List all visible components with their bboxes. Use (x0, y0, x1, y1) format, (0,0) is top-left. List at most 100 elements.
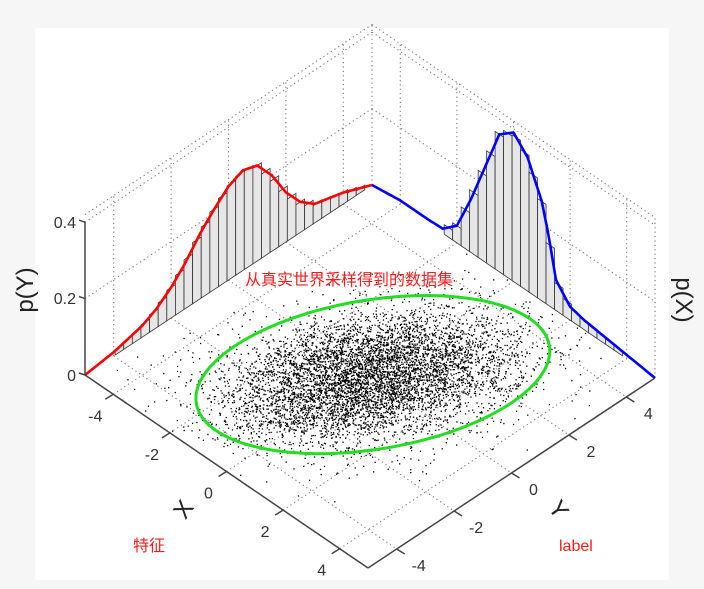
scatter-point (394, 387, 396, 390)
scatter-point (471, 335, 473, 337)
scatter-point (404, 367, 406, 369)
scatter-point (454, 383, 457, 385)
scatter-point (406, 347, 408, 349)
scatter-point (386, 367, 388, 369)
scatter-point (397, 388, 399, 390)
scatter-point (288, 374, 290, 376)
scatter-point (521, 380, 523, 383)
scatter-point (315, 407, 317, 409)
scatter-point (401, 401, 403, 403)
scatter-point (298, 354, 300, 357)
scatter-point (245, 411, 248, 413)
scatter-point (337, 350, 340, 352)
scatter-point (433, 304, 435, 306)
scatter-point (491, 358, 493, 361)
scatter-point (325, 355, 327, 358)
scatter-point (303, 329, 305, 331)
scatter-point (429, 390, 431, 392)
scatter-point (402, 375, 404, 377)
scatter-point (439, 370, 441, 372)
scatter-point (318, 363, 320, 366)
scatter-point (356, 403, 358, 405)
scatter-point (365, 316, 367, 318)
scatter-point (217, 387, 219, 389)
scatter-point (375, 359, 377, 361)
scatter-point (469, 347, 471, 349)
scatter-point (379, 335, 381, 337)
scatter-point (378, 396, 380, 398)
scatter-point (412, 370, 414, 373)
scatter-point (304, 350, 307, 352)
scatter-point (393, 384, 395, 387)
scatter-point (362, 347, 365, 350)
scatter-point (331, 385, 333, 387)
scatter-point (325, 385, 327, 387)
scatter-point (389, 397, 391, 399)
scatter-point (423, 361, 425, 363)
scatter-point (387, 359, 389, 361)
scatter-point (333, 346, 335, 348)
scatter-point (479, 296, 482, 299)
scatter-point (474, 346, 476, 348)
scatter-point (310, 394, 312, 397)
scatter-point (304, 406, 306, 409)
scatter-point (435, 396, 438, 398)
scatter-point (299, 410, 302, 412)
scatter-point (476, 425, 478, 427)
scatter-point (293, 419, 295, 422)
scatter-point (495, 385, 497, 387)
scatter-point (548, 403, 551, 406)
scatter-point (331, 405, 333, 407)
scatter-point (386, 396, 388, 399)
scatter-point (267, 408, 269, 410)
scatter-point (317, 390, 319, 392)
scatter-point (554, 351, 557, 353)
scatter-point (362, 339, 364, 341)
scatter-point (307, 407, 309, 409)
scatter-point (445, 344, 447, 347)
histogram-bar-y (269, 174, 280, 254)
scatter-point (357, 354, 360, 357)
scatter-point (443, 385, 445, 387)
scatter-point (441, 359, 443, 361)
scatter-point (251, 363, 253, 365)
scatter-point (290, 381, 292, 383)
scatter-point (369, 394, 372, 397)
scatter-point (386, 371, 389, 373)
scatter-point (376, 340, 378, 342)
scatter-point (365, 342, 368, 344)
scatter-point (313, 368, 315, 370)
scatter-point (300, 385, 302, 387)
scatter-point (366, 405, 368, 407)
scatter-point (320, 390, 322, 393)
scatter-point (248, 382, 250, 384)
floor-gridline (112, 203, 401, 395)
scatter-point (433, 368, 436, 370)
scatter-point (289, 363, 291, 365)
scatter-point (319, 342, 321, 345)
scatter-point (339, 385, 342, 387)
scatter-point (300, 334, 302, 336)
scatter-point (391, 309, 393, 311)
scatter-point (405, 366, 408, 368)
scatter-point (332, 422, 334, 424)
scatter-point (298, 445, 301, 447)
scatter-point (414, 363, 416, 365)
scatter-point (422, 382, 425, 384)
scatter-point (308, 360, 310, 362)
scatter-point (349, 338, 351, 340)
scatter-point (391, 374, 394, 376)
scatter-point (270, 363, 272, 366)
scatter-point (405, 336, 407, 339)
scatter-point (477, 358, 479, 360)
scatter-point (343, 328, 345, 330)
scatter-point (343, 421, 345, 423)
scatter-point (406, 352, 408, 354)
scatter-point (461, 349, 463, 351)
scatter-point (419, 397, 421, 399)
scatter-point (310, 438, 312, 440)
scatter-point (257, 377, 259, 379)
scatter-point (412, 377, 414, 379)
scatter-point (294, 400, 296, 402)
scatter-point (388, 419, 390, 421)
